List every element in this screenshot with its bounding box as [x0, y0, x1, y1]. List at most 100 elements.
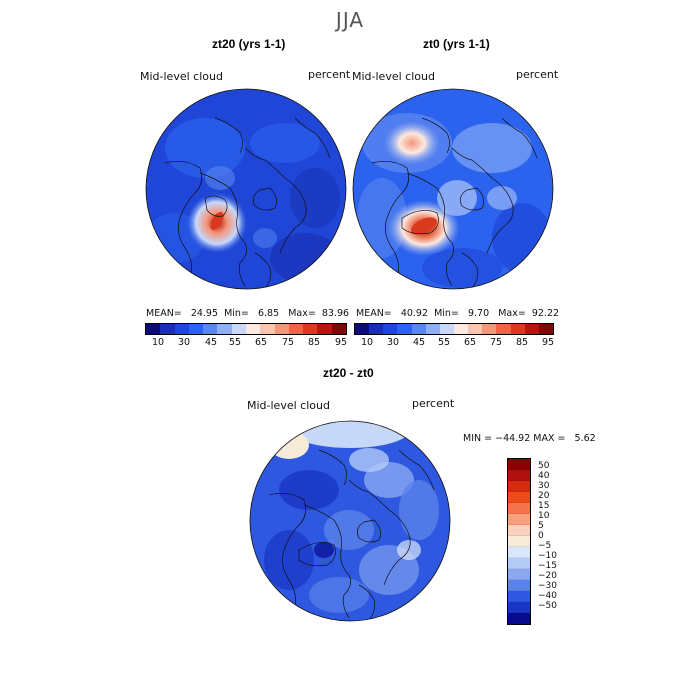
panel-2-colorbar-swatch-1: [369, 324, 384, 334]
panel-2-tick-3: 55: [438, 337, 451, 348]
panel-1-colorbar-ticks: 10 30 45 55 65 75 85 95: [145, 337, 347, 349]
panel-2-max-label: Max=: [498, 308, 526, 319]
panel-1-tick-5: 75: [282, 337, 295, 348]
panel-2-colorbar-swatch-4: [411, 324, 426, 334]
diff-panel-title: zt20 - zt0: [323, 366, 374, 380]
diff-panel-colorbar-swatch-10: [508, 569, 530, 580]
panel-1-tick-6: 85: [308, 337, 321, 348]
diff-panel-colorbar-swatch-7: [508, 536, 530, 547]
panel-2-tick-4: 65: [464, 337, 477, 348]
panel-1-colorbar-swatch-6: [231, 324, 246, 334]
diff-tick-5: 10: [538, 511, 550, 521]
panel-2-field: [353, 89, 553, 289]
panel-2-colorbar-swatch-3: [397, 324, 412, 334]
diff-panel-colorbar-swatch-11: [508, 580, 530, 591]
diff-panel-colorbar-swatch-2: [508, 481, 530, 492]
diff-tick-0: 50: [538, 461, 550, 471]
diff-tick-1: 40: [538, 471, 550, 481]
panel-2-colorbar-swatch-12: [524, 324, 539, 334]
panel-2-tick-1: 30: [387, 337, 400, 348]
diff-panel-colorbar-swatch-8: [508, 547, 530, 558]
diff-panel-colorbar: [507, 458, 531, 625]
panel-1-colorbar-swatch-12: [317, 324, 332, 334]
diff-panel-colorbar-swatch-14: [508, 613, 530, 624]
panel-1-colorbar-swatch-1: [160, 324, 175, 334]
panel-2-tick-7: 95: [542, 337, 555, 348]
panel-2-hotspot-north: [384, 121, 440, 165]
panel-1-title: zt20 (yrs 1-1): [212, 37, 286, 51]
figure-title: JJA: [335, 8, 365, 32]
panel-2-stats: MEAN= 40.92 Min= 9.70 Max= 92.22: [356, 308, 559, 319]
diff-tick-10: −15: [538, 561, 557, 571]
panel-2-min-label: Min=: [434, 308, 459, 319]
diff-tick-8: −5: [538, 541, 552, 551]
panel-2-colorbar-ticks: 10 30 45 55 65 75 85 95: [354, 337, 554, 349]
panel-1-tick-4: 65: [255, 337, 268, 348]
panel-2-colorbar-swatch-6: [439, 324, 454, 334]
panel-2-tick-5: 75: [490, 337, 503, 348]
diff-panel-field: [250, 421, 450, 621]
panel-1-colorbar-swatch-7: [245, 324, 261, 334]
panel-2-colorbar-swatch-5: [425, 324, 440, 334]
panel-2-colorbar-swatch-13: [538, 324, 553, 334]
diff-tick-14: −50: [538, 601, 557, 611]
diff-panel-variable-label: Mid-level cloud: [247, 399, 330, 412]
panel-1-colorbar-swatch-5: [217, 324, 232, 334]
panel-1-coastlines: [164, 117, 331, 289]
panel-2-polar-map: [352, 88, 554, 290]
panel-2-colorbar-swatch-0: [355, 324, 370, 334]
panel-1-variable-label: Mid-level cloud: [140, 70, 223, 83]
panel-1-colorbar-swatch-13: [331, 324, 346, 334]
panel-2-variable-label: Mid-level cloud: [352, 70, 435, 83]
panel-1-colorbar-swatch-3: [188, 324, 204, 334]
panel-1-colorbar-swatch-8: [260, 324, 275, 334]
panel-2-mean-label: MEAN=: [356, 308, 392, 319]
panel-2-colorbar-swatch-2: [383, 324, 398, 334]
panel-1-tick-2: 45: [205, 337, 218, 348]
panel-1-min-label: Min=: [224, 308, 249, 319]
diff-tick-4: 15: [538, 501, 550, 511]
diff-panel-colorbar-swatch-0: [508, 459, 530, 470]
diff-panel-units-label: percent: [412, 397, 455, 410]
panel-1-colorbar-swatch-4: [203, 324, 218, 334]
diff-panel-colorbar-swatch-4: [508, 503, 530, 514]
panel-1-max-label: Max=: [288, 308, 316, 319]
diff-panel-polar-map: [249, 420, 451, 622]
panel-1-tick-3: 55: [229, 337, 242, 348]
panel-2-coastlines: [371, 117, 538, 289]
panel-1-polar-map: [145, 88, 347, 290]
diff-tick-13: −40: [538, 591, 557, 601]
diff-panel-colorbar-swatch-6: [508, 525, 530, 536]
panel-2-tick-0: 10: [361, 337, 374, 348]
panel-1-field: [146, 89, 346, 289]
panel-1-colorbar-swatch-10: [288, 324, 304, 334]
panel-1-min: 6.85: [257, 308, 280, 319]
diff-panel-colorbar-swatch-9: [508, 558, 530, 569]
panel-1-mean: 24.95: [190, 308, 219, 319]
diff-tick-12: −30: [538, 581, 557, 591]
panel-1-tick-1: 30: [178, 337, 191, 348]
diff-tick-2: 30: [538, 481, 550, 491]
panel-2-max: 92.22: [531, 308, 560, 319]
panel-2-colorbar: [354, 323, 554, 335]
diff-panel-colorbar-swatch-5: [508, 514, 530, 525]
panel-1-colorbar-swatch-11: [303, 324, 318, 334]
panel-2-colorbar-swatch-9: [482, 324, 497, 334]
diff-panel-colorbar-swatch-13: [508, 602, 530, 613]
panel-1-stats: MEAN= 24.95 Min= 6.85 Max= 83.96: [146, 308, 349, 319]
panel-2-title: zt0 (yrs 1-1): [423, 37, 490, 51]
diff-panel-colorbar-swatch-3: [508, 492, 530, 503]
panel-1-mean-label: MEAN=: [146, 308, 182, 319]
diff-tick-11: −20: [538, 571, 557, 581]
panel-1-units-label: percent: [308, 68, 351, 81]
diff-tick-3: 20: [538, 491, 550, 501]
diff-tick-9: −10: [538, 551, 557, 561]
panel-2-colorbar-swatch-7: [453, 324, 469, 334]
panel-1-colorbar: [145, 323, 347, 335]
panel-1-colorbar-swatch-9: [274, 324, 289, 334]
panel-1-tick-7: 95: [335, 337, 348, 348]
panel-2-colorbar-swatch-11: [510, 324, 525, 334]
diff-panel-colorbar-swatch-1: [508, 470, 530, 481]
panel-2-colorbar-swatch-8: [468, 324, 483, 334]
panel-2-tick-2: 45: [413, 337, 426, 348]
